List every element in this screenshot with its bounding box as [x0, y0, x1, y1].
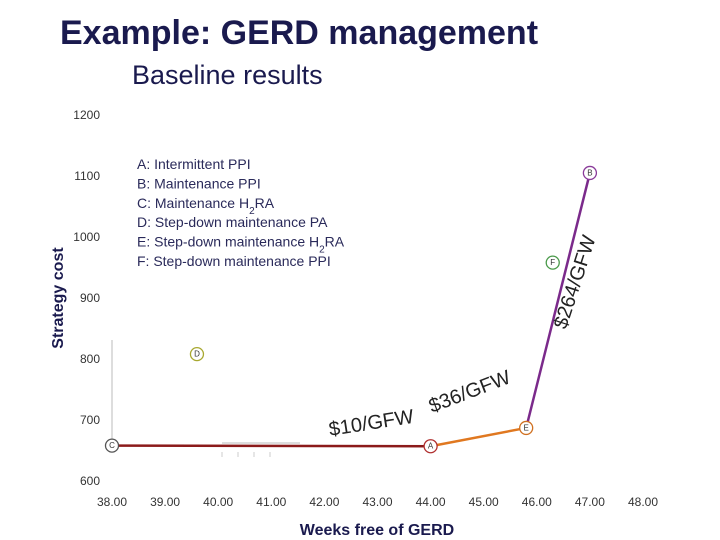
x-tick-labels: 38.00 39.00 40.00 41.00 42.00 43.00 44.00 45.00… [97, 495, 658, 509]
segment-label: $10/GFW [327, 406, 415, 441]
x-tick-label: 44.00 [416, 495, 446, 509]
point-b: B [582, 165, 598, 181]
slide-subtitle: Baseline results [132, 60, 323, 90]
x-tick-label: 48.00 [628, 495, 658, 509]
point-label: C [109, 441, 115, 450]
y-tick-labels: 600 700 800 900 1000 1100 1200 [73, 108, 100, 488]
legend: A: Intermittent PPI B: Maintenance PPI C: … [137, 156, 345, 269]
segment-label: $36/GFW [426, 366, 514, 417]
point-e: E [519, 420, 534, 436]
y-tick-label: 1100 [74, 169, 100, 183]
x-tick-label: 42.00 [309, 495, 339, 509]
point-marker [519, 420, 534, 436]
y-tick-label: 1000 [73, 230, 100, 244]
point-f: F [545, 255, 560, 270]
point-marker [582, 165, 598, 181]
point-marker [545, 255, 560, 270]
x-tick-label: 43.00 [362, 495, 392, 509]
point-a: A [423, 439, 438, 454]
y-axis-label: Strategy cost [50, 247, 67, 349]
x-tick-label: 39.00 [150, 495, 180, 509]
x-tick-label: 47.00 [575, 495, 605, 509]
point-label: E [524, 423, 529, 432]
strategy-points: A B C D E F [104, 165, 598, 454]
y-tick-label: 800 [80, 352, 100, 366]
y-tick-label: 600 [80, 474, 100, 488]
x-axis-label: Weeks free of GERD [300, 522, 454, 539]
slide-title: Example: GERD management [60, 14, 539, 52]
y-tick-label: 900 [80, 291, 100, 305]
legend-item: B: Maintenance PPI [137, 175, 261, 191]
x-tick-label: 41.00 [256, 495, 286, 509]
segment-label: $264/GFW [550, 233, 601, 332]
point-label: B [587, 168, 592, 177]
x-tick-label: 45.00 [469, 495, 499, 509]
frontier-segment-c-a [111, 444, 431, 448]
reference-lines [111, 340, 300, 457]
frontier-segment-a-e [430, 426, 527, 448]
point-label: A [428, 442, 434, 451]
point-marker [104, 438, 120, 453]
point-d: D [189, 346, 205, 362]
point-marker [423, 439, 438, 454]
legend-item: A: Intermittent PPI [137, 156, 251, 172]
legend-item: C: Maintenance H2RA [137, 195, 275, 217]
point-marker [189, 346, 205, 362]
x-tick-label: 40.00 [203, 495, 233, 509]
y-tick-label: 700 [80, 413, 100, 427]
x-tick-label: 38.00 [97, 495, 127, 509]
y-tick-label: 1200 [73, 108, 100, 122]
legend-item: D: Step-down maintenance PA [137, 214, 328, 230]
legend-item: F: Step-down maintenance PPI [137, 253, 331, 269]
legend-item: E: Step-down maintenance H2RA [137, 234, 345, 256]
frontier-segment-e-b [524, 172, 592, 429]
frontier-lines [111, 172, 592, 448]
point-label: D [194, 350, 200, 359]
point-label: F [550, 258, 555, 267]
x-tick-label: 46.00 [522, 495, 552, 509]
point-c: C [104, 438, 120, 453]
